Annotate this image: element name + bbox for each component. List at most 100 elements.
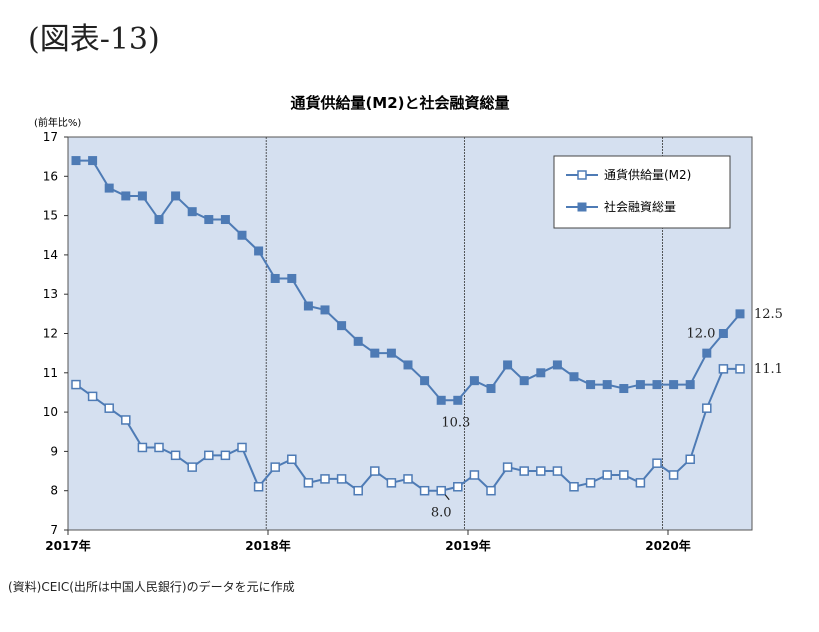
x-tick-label: 2020年 <box>645 538 690 553</box>
data-point <box>519 376 529 386</box>
x-axis: 2017年 2018年 2019年 2020年 <box>45 530 691 553</box>
data-point <box>220 450 231 461</box>
annotations: 12.5 12.0 11.1 10.3 8.0 <box>431 307 783 521</box>
data-point <box>237 230 247 240</box>
data-point <box>486 485 496 496</box>
y-tick-label: 12 <box>43 327 58 341</box>
data-point <box>287 273 297 283</box>
data-point <box>469 376 479 386</box>
data-point <box>602 470 612 480</box>
y-tick-label: 9 <box>50 444 58 458</box>
data-point <box>303 301 313 311</box>
y-axis-unit-label: (前年比%) <box>34 116 81 129</box>
data-label: 12.0 <box>686 327 715 342</box>
data-point <box>635 478 646 488</box>
legend-label-m2: 通貨供給量(M2) <box>604 167 691 182</box>
series-layer <box>71 156 745 496</box>
y-tick-label: 13 <box>43 287 58 301</box>
data-point <box>569 372 579 382</box>
data-point <box>104 183 114 193</box>
data-point <box>71 156 81 166</box>
data-point <box>171 191 181 201</box>
data-point <box>619 470 629 480</box>
data-label: 12.5 <box>754 307 783 322</box>
data-point <box>718 364 729 374</box>
data-point <box>370 466 380 476</box>
data-point <box>552 466 563 476</box>
data-point <box>253 482 264 492</box>
legend-box <box>553 155 731 229</box>
data-point <box>702 348 712 358</box>
data-point <box>503 360 513 370</box>
data-point <box>121 415 131 425</box>
data-point <box>137 191 147 201</box>
data-point <box>370 348 380 358</box>
data-point <box>569 482 579 492</box>
y-tick-label: 10 <box>43 405 58 419</box>
data-point <box>685 380 695 390</box>
data-point <box>320 305 330 315</box>
legend-marker-m2 <box>577 170 587 180</box>
data-point <box>668 470 679 480</box>
data-point <box>436 485 446 496</box>
x-tick-label: 2017年 <box>45 538 90 553</box>
data-point <box>552 360 562 370</box>
figure-label: (図表-13) <box>28 22 160 57</box>
data-point <box>702 403 712 413</box>
y-tick-label: 16 <box>43 169 58 183</box>
data-point <box>270 273 280 283</box>
data-point <box>87 391 98 402</box>
year-dividers <box>265 137 663 530</box>
data-point <box>403 474 413 484</box>
data-point <box>469 470 480 480</box>
y-axis: 7 8 9 10 11 12 13 14 15 16 17 <box>43 130 68 537</box>
data-point <box>619 384 629 394</box>
data-point <box>652 380 662 390</box>
data-point <box>170 450 181 461</box>
data-point <box>154 215 164 225</box>
data-point <box>71 379 81 390</box>
data-point <box>519 466 529 476</box>
data-point <box>220 215 230 225</box>
y-tick-label: 7 <box>50 523 58 537</box>
data-point <box>88 156 98 166</box>
data-point <box>735 364 745 374</box>
data-point <box>353 485 363 496</box>
data-point <box>403 360 413 370</box>
data-point <box>536 466 546 476</box>
data-point <box>419 485 430 496</box>
data-label-pointer <box>444 494 450 501</box>
data-point <box>635 380 645 390</box>
data-point <box>386 348 396 358</box>
data-point <box>254 246 264 256</box>
data-point <box>270 462 280 472</box>
data-point <box>303 478 314 488</box>
data-point <box>386 478 397 488</box>
x-tick-label: 2019年 <box>445 538 490 553</box>
data-point <box>652 458 662 468</box>
data-point <box>669 380 679 390</box>
data-point <box>586 380 596 390</box>
data-point <box>187 207 197 217</box>
legend-label-tsf: 社会融資総量 <box>604 199 676 214</box>
data-point <box>137 442 148 453</box>
data-point <box>287 454 297 465</box>
y-tick-label: 15 <box>43 209 58 223</box>
data-point <box>735 309 745 319</box>
data-point <box>502 462 513 472</box>
data-point <box>536 368 546 378</box>
data-point <box>453 482 463 492</box>
y-tick-label: 8 <box>50 484 58 498</box>
source-note: (資料)CEIC(出所は中国人民銀行)のデータを元に作成 <box>8 580 295 594</box>
data-point <box>436 395 446 405</box>
y-tick-label: 14 <box>43 248 58 262</box>
data-point <box>718 329 728 338</box>
data-point <box>453 395 463 405</box>
data-point <box>104 403 114 413</box>
legend: 通貨供給量(M2) 社会融資総量 <box>553 155 731 229</box>
data-point <box>187 462 197 472</box>
y-tick-label: 17 <box>43 130 58 144</box>
y-tick-label: 11 <box>43 366 58 380</box>
data-point <box>154 442 164 453</box>
